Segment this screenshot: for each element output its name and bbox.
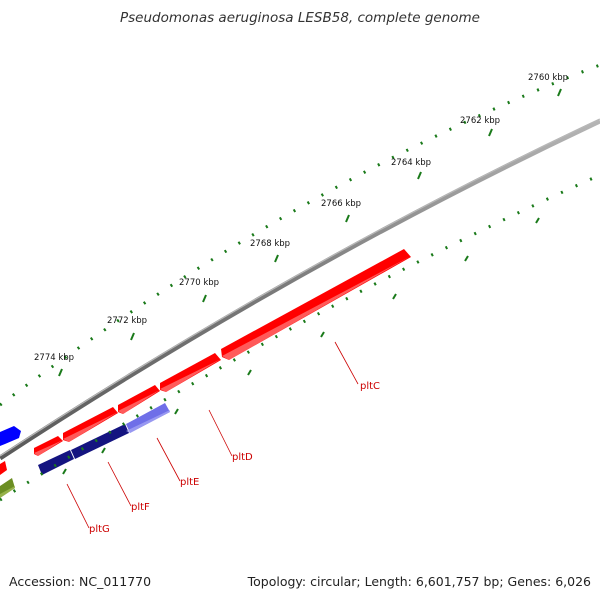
scale-label: 2774 kbp [34, 353, 74, 363]
hit-segment[interactable] [126, 403, 170, 433]
scale-labels: 2760 kbp 2762 kbp 2764 kbp 2766 kbp 2768… [34, 73, 568, 363]
outer-tick-ring [0, 63, 600, 407]
gene-labels: pltC pltD pltE pltF pltG [89, 381, 380, 535]
hit-track [38, 403, 170, 475]
gene-track [34, 249, 411, 456]
scale-label: 2770 kbp [179, 278, 219, 288]
scale-label: 2768 kbp [250, 239, 290, 249]
scale-label: 2764 kbp [391, 158, 431, 168]
edge-feature-red[interactable] [0, 461, 7, 475]
gene-label-pltC: pltC [360, 381, 380, 392]
hit-segment[interactable] [38, 450, 74, 475]
genome-backbone [0, 118, 600, 461]
map-title: Pseudomonas aeruginosa LESB58, complete … [120, 10, 480, 26]
gene-label-pltD: pltD [232, 452, 253, 463]
scale-label: 2772 kbp [107, 316, 147, 326]
hit-segment[interactable] [71, 424, 129, 459]
inner-tick-ring [0, 173, 600, 502]
gene-label-leaders [66, 341, 359, 529]
scale-label: 2762 kbp [460, 116, 500, 126]
neighbor-gene-arrow[interactable] [0, 426, 21, 446]
gene-label-pltF: pltF [131, 502, 150, 513]
gene-label-pltG: pltG [89, 524, 110, 535]
scale-label: 2760 kbp [528, 73, 568, 83]
scale-label: 2766 kbp [321, 199, 361, 209]
genome-summary-text: Topology: circular; Length: 6,601,757 bp… [247, 574, 591, 589]
gene-label-pltE: pltE [180, 477, 199, 488]
accession-text: Accession: NC_011770 [9, 574, 152, 589]
